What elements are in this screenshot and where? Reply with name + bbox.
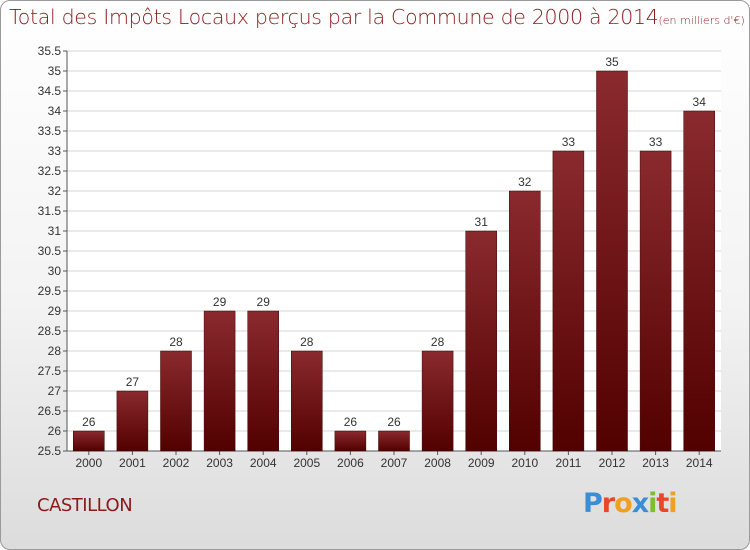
x-tick-label: 2011 — [555, 456, 581, 470]
bar-2008 — [421, 350, 454, 452]
x-tick-label: 2007 — [381, 456, 408, 470]
x-tick-label: 2014 — [686, 456, 713, 470]
data-label: 29 — [213, 295, 227, 309]
logo-letter: i — [668, 488, 677, 519]
y-tick-label: 27 — [48, 384, 62, 398]
y-tick-label: 28 — [48, 344, 62, 358]
bar-2014 — [683, 110, 715, 452]
data-label: 32 — [518, 175, 532, 189]
y-tick-label: 25.5 — [38, 444, 62, 458]
title-text: Total des Impôts Locaux perçus par la Co… — [9, 5, 659, 29]
y-tick-label: 28.5 — [38, 324, 62, 338]
data-label: 28 — [169, 335, 183, 349]
x-tick-label: 2002 — [163, 456, 190, 470]
data-label: 27 — [126, 375, 140, 389]
bar-2009 — [465, 230, 497, 452]
x-tick-label: 2003 — [206, 456, 233, 470]
x-tick-label: 2001 — [119, 456, 146, 470]
x-tick-label: 2012 — [599, 456, 626, 470]
chart-title: Total des Impôts Locaux perçus par la Co… — [9, 5, 745, 29]
y-tick-label: 32 — [48, 184, 62, 198]
bar-2001 — [116, 390, 149, 452]
x-tick-label: 2013 — [642, 456, 669, 470]
data-label: 29 — [257, 295, 271, 309]
y-tick-label: 32.5 — [38, 164, 62, 178]
x-tick-label: 2010 — [511, 456, 538, 470]
data-label: 35 — [605, 55, 619, 69]
bar-2000 — [73, 430, 105, 452]
y-tick-label: 33.5 — [38, 124, 62, 138]
labels: 25.5 26 26.5 27 27.5 28 28.5 29 29.5 30 30.5 31 31.5… — [38, 44, 713, 470]
x-tick-label: 2004 — [250, 456, 277, 470]
y-tick-label: 34 — [48, 104, 62, 118]
y-tick-label: 35.5 — [38, 44, 62, 58]
bar-2005 — [291, 350, 323, 452]
bar-2006 — [334, 430, 367, 452]
bar-2004 — [247, 310, 279, 452]
y-tick-label: 34.5 — [38, 84, 62, 98]
x-tick-label: 2008 — [424, 456, 451, 470]
x-tick-label: 2009 — [468, 456, 495, 470]
data-label: 26 — [344, 415, 358, 429]
y-tick-label: 29 — [48, 304, 62, 318]
y-tick-label: 31.5 — [38, 204, 62, 218]
data-label: 28 — [431, 335, 445, 349]
y-tick-label: 30.5 — [38, 244, 62, 258]
data-label: 31 — [475, 215, 489, 229]
y-tick-label: 27.5 — [38, 364, 62, 378]
bar-2002 — [160, 350, 192, 452]
data-label: 33 — [649, 135, 663, 149]
bar-2003 — [203, 310, 236, 452]
unit-text: (en milliers d'€) — [658, 14, 745, 27]
bar-2007 — [378, 430, 410, 452]
y-tick-label: 31 — [48, 224, 62, 238]
x-tick-label: 2000 — [75, 456, 102, 470]
bar-2010 — [509, 190, 541, 452]
y-tick-label: 26.5 — [38, 404, 62, 418]
data-label: 26 — [387, 415, 401, 429]
bar-2012 — [596, 70, 628, 452]
proxiti-logo[interactable]: Proxiti — [583, 488, 678, 519]
y-tick-label: 33 — [48, 144, 62, 158]
logo-letter: r — [601, 488, 615, 519]
logo-letter: P — [583, 488, 603, 519]
x-tick-label: 2005 — [293, 456, 320, 470]
bar-2011 — [552, 150, 585, 452]
y-tick-label: 35 — [48, 64, 62, 78]
data-label: 26 — [82, 415, 96, 429]
bars — [73, 70, 715, 452]
logo-letter: o — [614, 488, 633, 519]
data-label: 33 — [562, 135, 576, 149]
logo-letter: i — [648, 488, 657, 519]
commune-name: CASTILLON — [37, 495, 133, 516]
y-tick-label: 26 — [48, 424, 62, 438]
x-tick-label: 2006 — [337, 456, 364, 470]
data-label: 34 — [693, 95, 707, 109]
logo-letter: t — [656, 488, 669, 519]
logo-letter: x — [631, 488, 649, 519]
y-tick-label: 30 — [48, 264, 62, 278]
data-label: 28 — [300, 335, 314, 349]
bar-2013 — [639, 150, 672, 452]
y-tick-label: 29.5 — [38, 284, 62, 298]
